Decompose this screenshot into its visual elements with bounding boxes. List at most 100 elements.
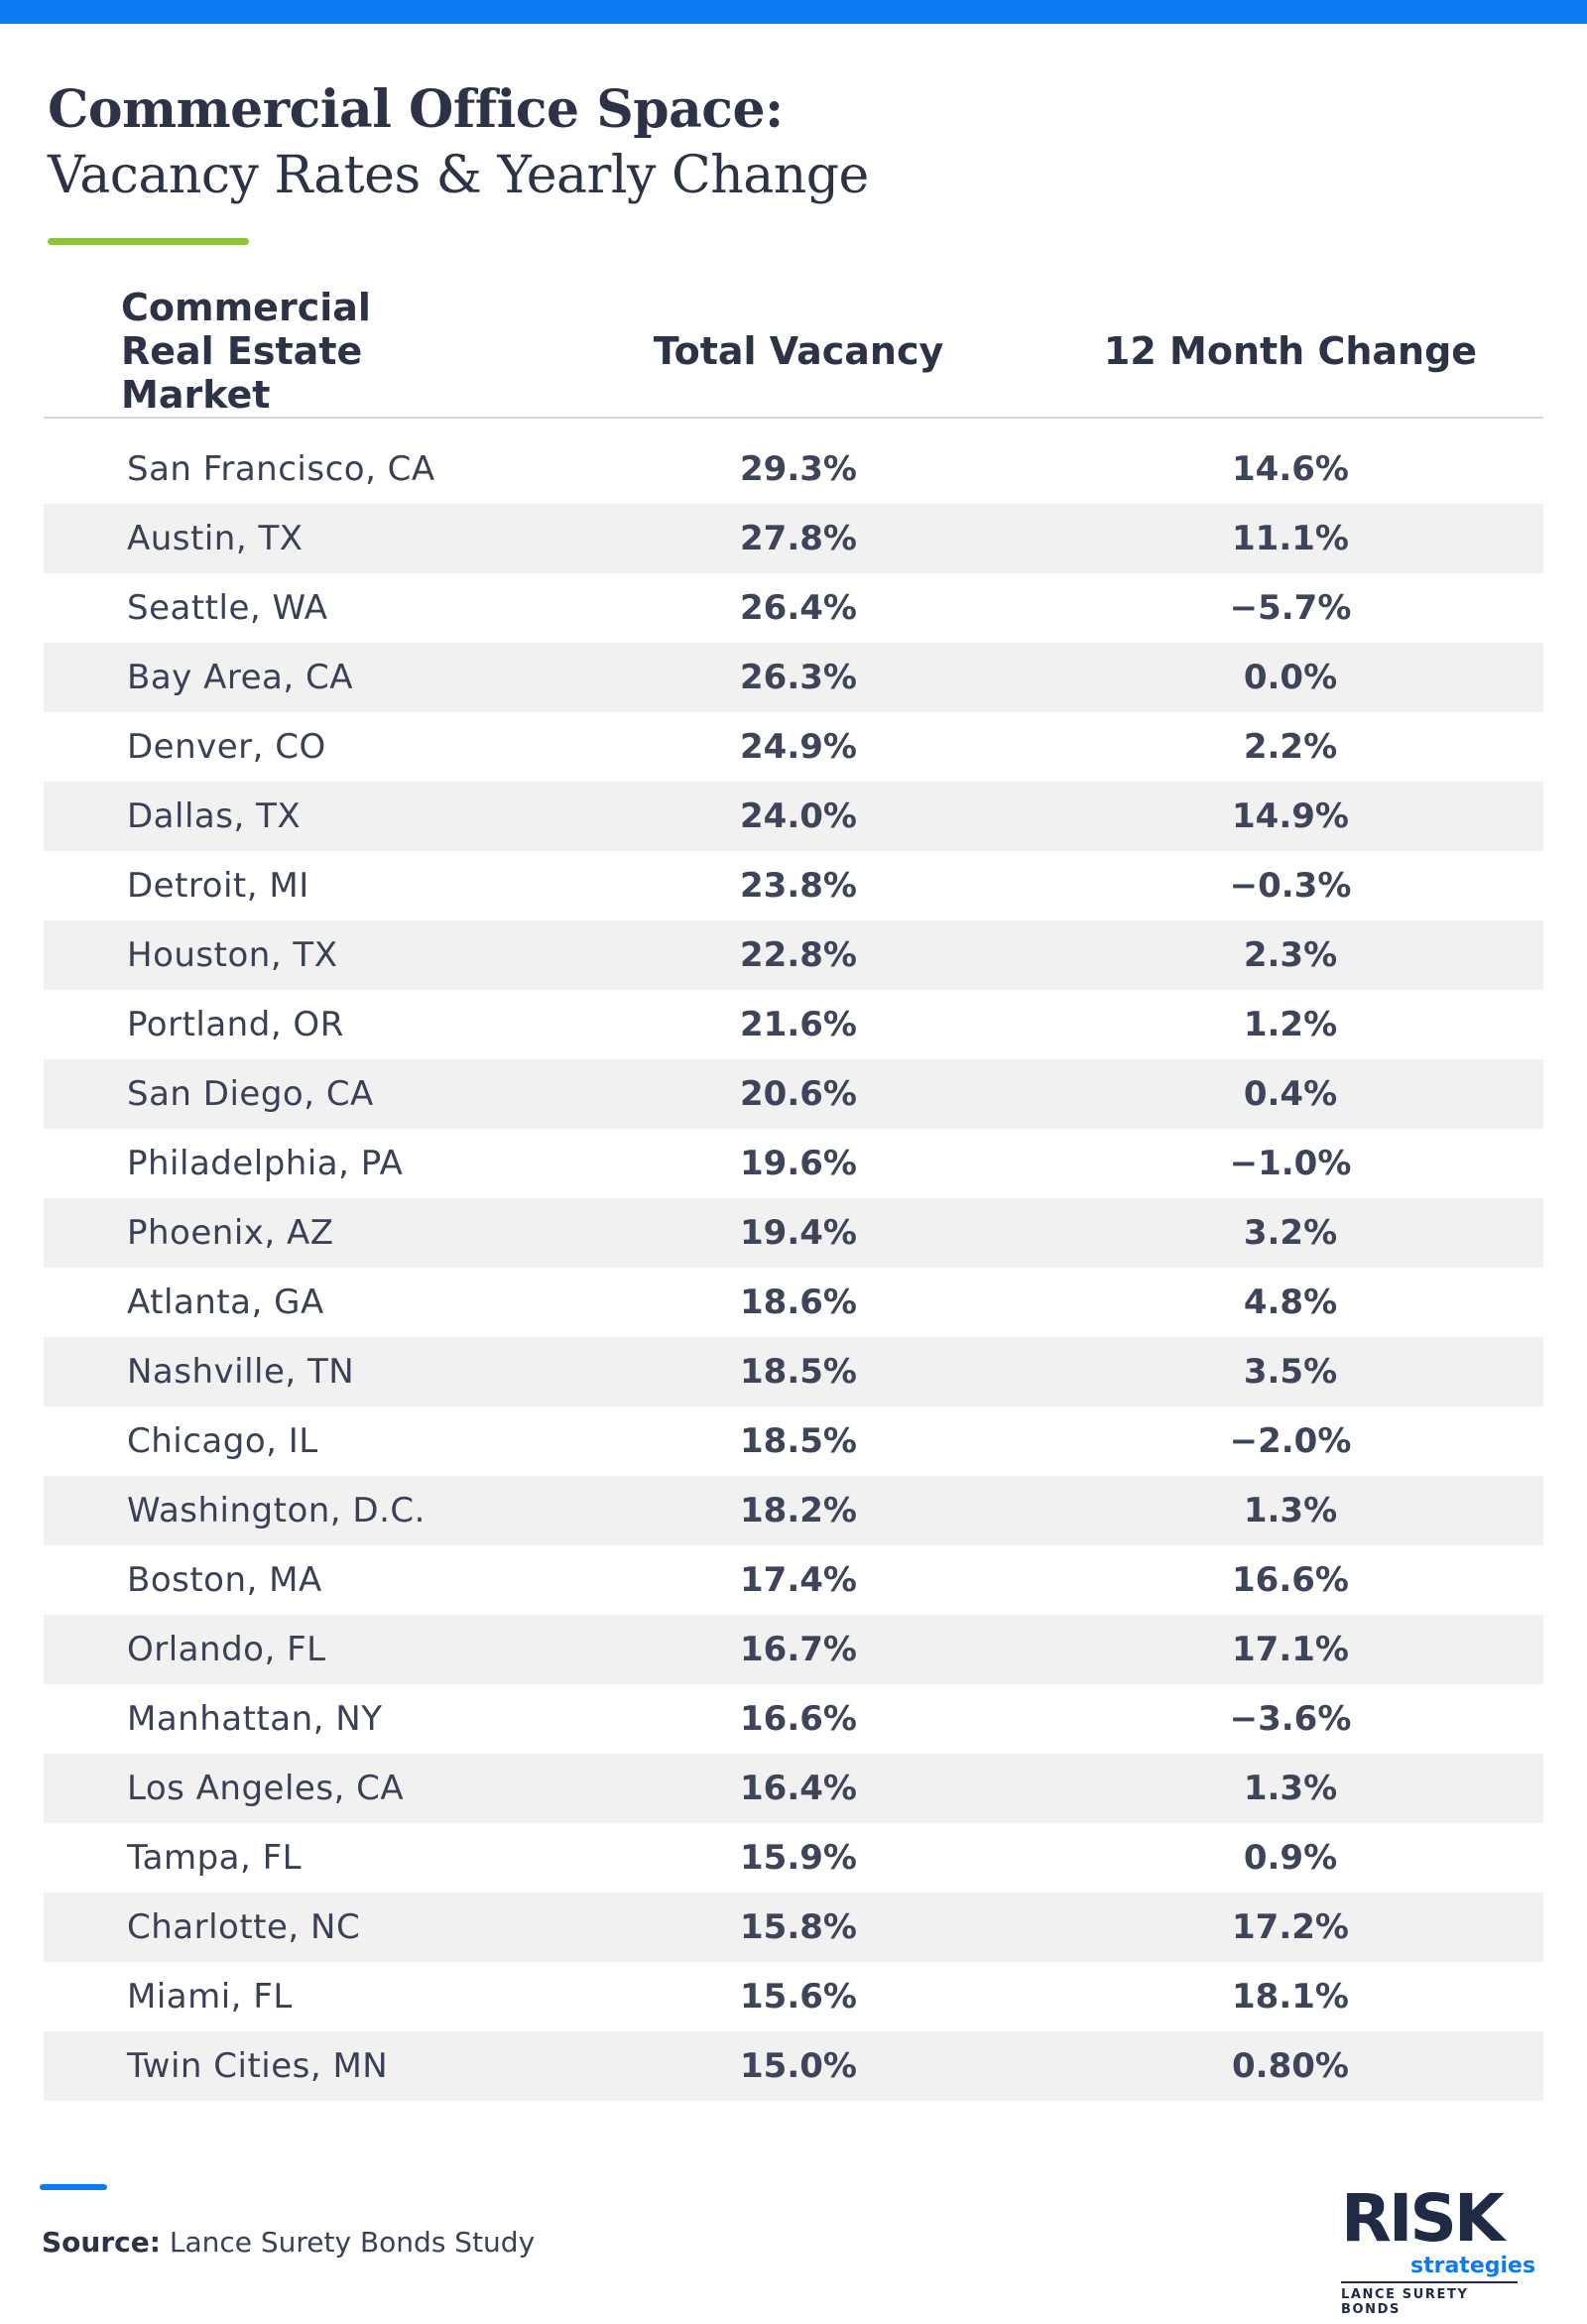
month-change-cell: 18.1% [1232,1977,1349,2017]
table-row: Denver, CO 24.9% 2.2% [44,712,1543,782]
total-vacancy-cell: 17.4% [740,1560,857,1600]
total-vacancy-cell: 15.8% [559,1893,1038,1962]
total-vacancy-cell: 15.6% [740,1977,857,2017]
logo-tagline: LANCE SURETY BONDS [1341,2287,1469,2317]
column-header-12-month-change: 12 Month Change [1038,286,1543,419]
month-change-cell: 14.9% [1038,782,1543,851]
market-cell: Detroit, MI [127,866,309,906]
table-row: Detroit, MI 23.8% −0.3% [44,851,1543,920]
table-row: Los Angeles, CA 16.4% 1.3% [44,1754,1543,1823]
total-vacancy-cell: 26.4% [740,588,857,628]
table-row: Washington, D.C. 18.2% 1.3% [44,1476,1543,1545]
month-change-cell: 2.3% [1038,920,1543,990]
month-change-cell: −3.6% [1229,1699,1352,1739]
month-change-cell: 11.1% [1038,504,1543,573]
logo-divider [1341,2281,1518,2283]
column-header-market: Commercial Real Estate Market [44,286,559,419]
table-row: Miami, FL 15.6% 18.1% [44,1962,1543,2031]
market-cell: San Diego, CA [44,1059,559,1129]
risk-strategies-logo: RISK strategies LANCE SURETY BONDS [1341,2180,1535,2317]
source-text: Lance Surety Bonds Study [169,2226,536,2259]
table-header-row: Commercial Real Estate Market Total Vaca… [44,286,1543,419]
month-change-cell: −1.0% [1229,1144,1352,1183]
table-row: Dallas, TX 24.0% 14.9% [44,782,1543,851]
market-cell: Philadelphia, PA [127,1144,404,1183]
total-vacancy-cell: 19.6% [740,1144,857,1183]
month-change-cell: 1.2% [1243,1005,1338,1044]
month-change-cell: −0.3% [1229,866,1352,906]
total-vacancy-cell: 18.2% [559,1476,1038,1545]
market-cell: Manhattan, NY [127,1699,383,1739]
market-cell: Phoenix, AZ [44,1198,559,1268]
table-row: Orlando, FL 16.7% 17.1% [44,1615,1543,1684]
month-change-cell: 4.8% [1243,1283,1338,1322]
month-change-cell: 16.6% [1232,1560,1349,1600]
market-cell: Twin Cities, MN [44,2031,559,2101]
month-change-cell: 1.3% [1038,1476,1543,1545]
column-header-total-vacancy: Total Vacancy [559,286,1038,419]
month-change-cell: 0.80% [1038,2031,1543,2101]
title-line-2: Vacancy Rates & Yearly Change [48,146,869,205]
table-row: Seattle, WA 26.4% −5.7% [44,573,1543,643]
total-vacancy-cell: 16.4% [559,1754,1038,1823]
table-row: Boston, MA 17.4% 16.6% [44,1545,1543,1615]
market-cell: Miami, FL [127,1977,293,2017]
month-change-cell: 0.9% [1243,1838,1338,1878]
total-vacancy-cell: 21.6% [740,1005,857,1044]
source-label: Source: [42,2226,161,2259]
total-vacancy-cell: 15.9% [740,1838,857,1878]
market-cell: Denver, CO [127,727,326,767]
market-cell: Bay Area, CA [44,643,559,712]
total-vacancy-cell: 19.4% [559,1198,1038,1268]
total-vacancy-cell: 15.0% [559,2031,1038,2101]
table-row: San Diego, CA 20.6% 0.4% [44,1059,1543,1129]
total-vacancy-cell: 16.7% [559,1615,1038,1684]
table-row: Austin, TX 27.8% 11.1% [44,504,1543,573]
market-cell: Los Angeles, CA [44,1754,559,1823]
table-row: Tampa, FL 15.9% 0.9% [44,1823,1543,1893]
total-vacancy-cell: 20.6% [559,1059,1038,1129]
table-top-spacer [44,418,1543,434]
month-change-cell: 2.2% [1243,727,1338,767]
vacancy-table: Commercial Real Estate Market Total Vaca… [44,286,1543,2101]
total-vacancy-cell: 16.6% [740,1699,857,1739]
total-vacancy-cell: 27.8% [559,504,1038,573]
month-change-cell: 3.2% [1038,1198,1543,1268]
source-rule [40,2184,107,2190]
month-change-cell: −2.0% [1229,1421,1352,1461]
table-row: Houston, TX 22.8% 2.3% [44,920,1543,990]
table-row: Manhattan, NY 16.6% −3.6% [44,1684,1543,1754]
table-body: San Francisco, CA 29.3% 14.6% Austin, TX 27.… [44,418,1543,2101]
source-note: Source: Lance Surety Bonds Study [42,2226,535,2259]
total-vacancy-cell: 22.8% [559,920,1038,990]
market-cell: Washington, D.C. [44,1476,559,1545]
market-cell: Houston, TX [44,920,559,990]
month-change-cell: 3.5% [1038,1337,1543,1407]
month-change-cell: 14.6% [1232,449,1349,489]
market-cell: Boston, MA [127,1560,322,1600]
table-row: Bay Area, CA 26.3% 0.0% [44,643,1543,712]
table-row: Twin Cities, MN 15.0% 0.80% [44,2031,1543,2101]
table-row: Atlanta, GA 18.6% 4.8% [44,1268,1543,1337]
total-vacancy-cell: 26.3% [559,643,1038,712]
top-accent-bar [0,0,1587,24]
total-vacancy-cell: 18.5% [559,1337,1038,1407]
table-row: Chicago, IL 18.5% −2.0% [44,1407,1543,1476]
market-cell: Orlando, FL [44,1615,559,1684]
market-cell: Chicago, IL [127,1421,318,1461]
table-row: Phoenix, AZ 19.4% 3.2% [44,1198,1543,1268]
title-line-1: Commercial Office Space: [48,79,784,140]
market-cell: Seattle, WA [127,588,328,628]
logo-subword: strategies [1410,2254,1536,2278]
month-change-cell: 17.1% [1038,1615,1543,1684]
title-underline [48,238,249,245]
market-cell: San Francisco, CA [127,449,435,489]
logo-wordmark: RISK [1341,2180,1505,2257]
table-row: Portland, OR 21.6% 1.2% [44,990,1543,1059]
month-change-cell: 0.4% [1038,1059,1543,1129]
table-row: Philadelphia, PA 19.6% −1.0% [44,1129,1543,1198]
month-change-cell: 0.0% [1038,643,1543,712]
month-change-cell: 1.3% [1038,1754,1543,1823]
table-row: Nashville, TN 18.5% 3.5% [44,1337,1543,1407]
total-vacancy-cell: 24.9% [740,727,857,767]
